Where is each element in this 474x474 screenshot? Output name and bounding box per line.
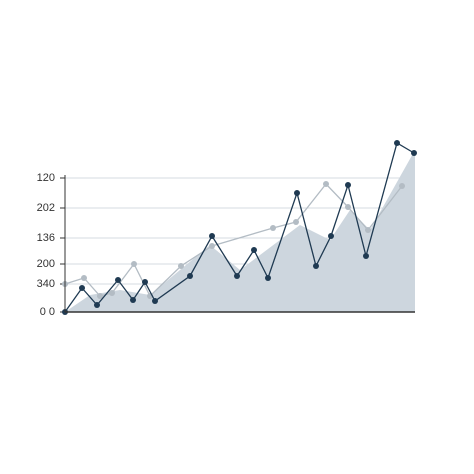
point — [81, 275, 87, 281]
point — [115, 277, 121, 283]
point — [365, 227, 371, 233]
point — [234, 273, 240, 279]
point — [328, 233, 334, 239]
point — [79, 285, 85, 291]
point — [209, 243, 215, 249]
point — [270, 225, 276, 231]
y-tick-label: 120 — [37, 172, 55, 184]
point — [265, 275, 271, 281]
point — [187, 273, 193, 279]
point — [94, 302, 100, 308]
y-tick-label: 340 — [37, 278, 55, 290]
point — [411, 150, 417, 156]
point — [209, 233, 215, 239]
point — [97, 293, 103, 299]
area — [65, 150, 415, 312]
point — [131, 261, 137, 267]
point — [142, 279, 148, 285]
point — [294, 190, 300, 196]
point — [251, 247, 257, 253]
point — [394, 140, 400, 146]
point — [323, 181, 329, 187]
point — [345, 204, 351, 210]
point — [130, 297, 136, 303]
point — [399, 183, 405, 189]
point — [152, 298, 158, 304]
y-tick-label: 202 — [37, 202, 55, 214]
point — [345, 182, 351, 188]
y-tick-label: 200 — [37, 258, 55, 270]
y-tick-label: 0 0 — [40, 306, 55, 318]
point — [178, 263, 184, 269]
point — [313, 263, 319, 269]
y-tick-label: 136 — [37, 232, 55, 244]
point — [109, 290, 115, 296]
point — [293, 219, 299, 225]
point — [363, 253, 369, 259]
